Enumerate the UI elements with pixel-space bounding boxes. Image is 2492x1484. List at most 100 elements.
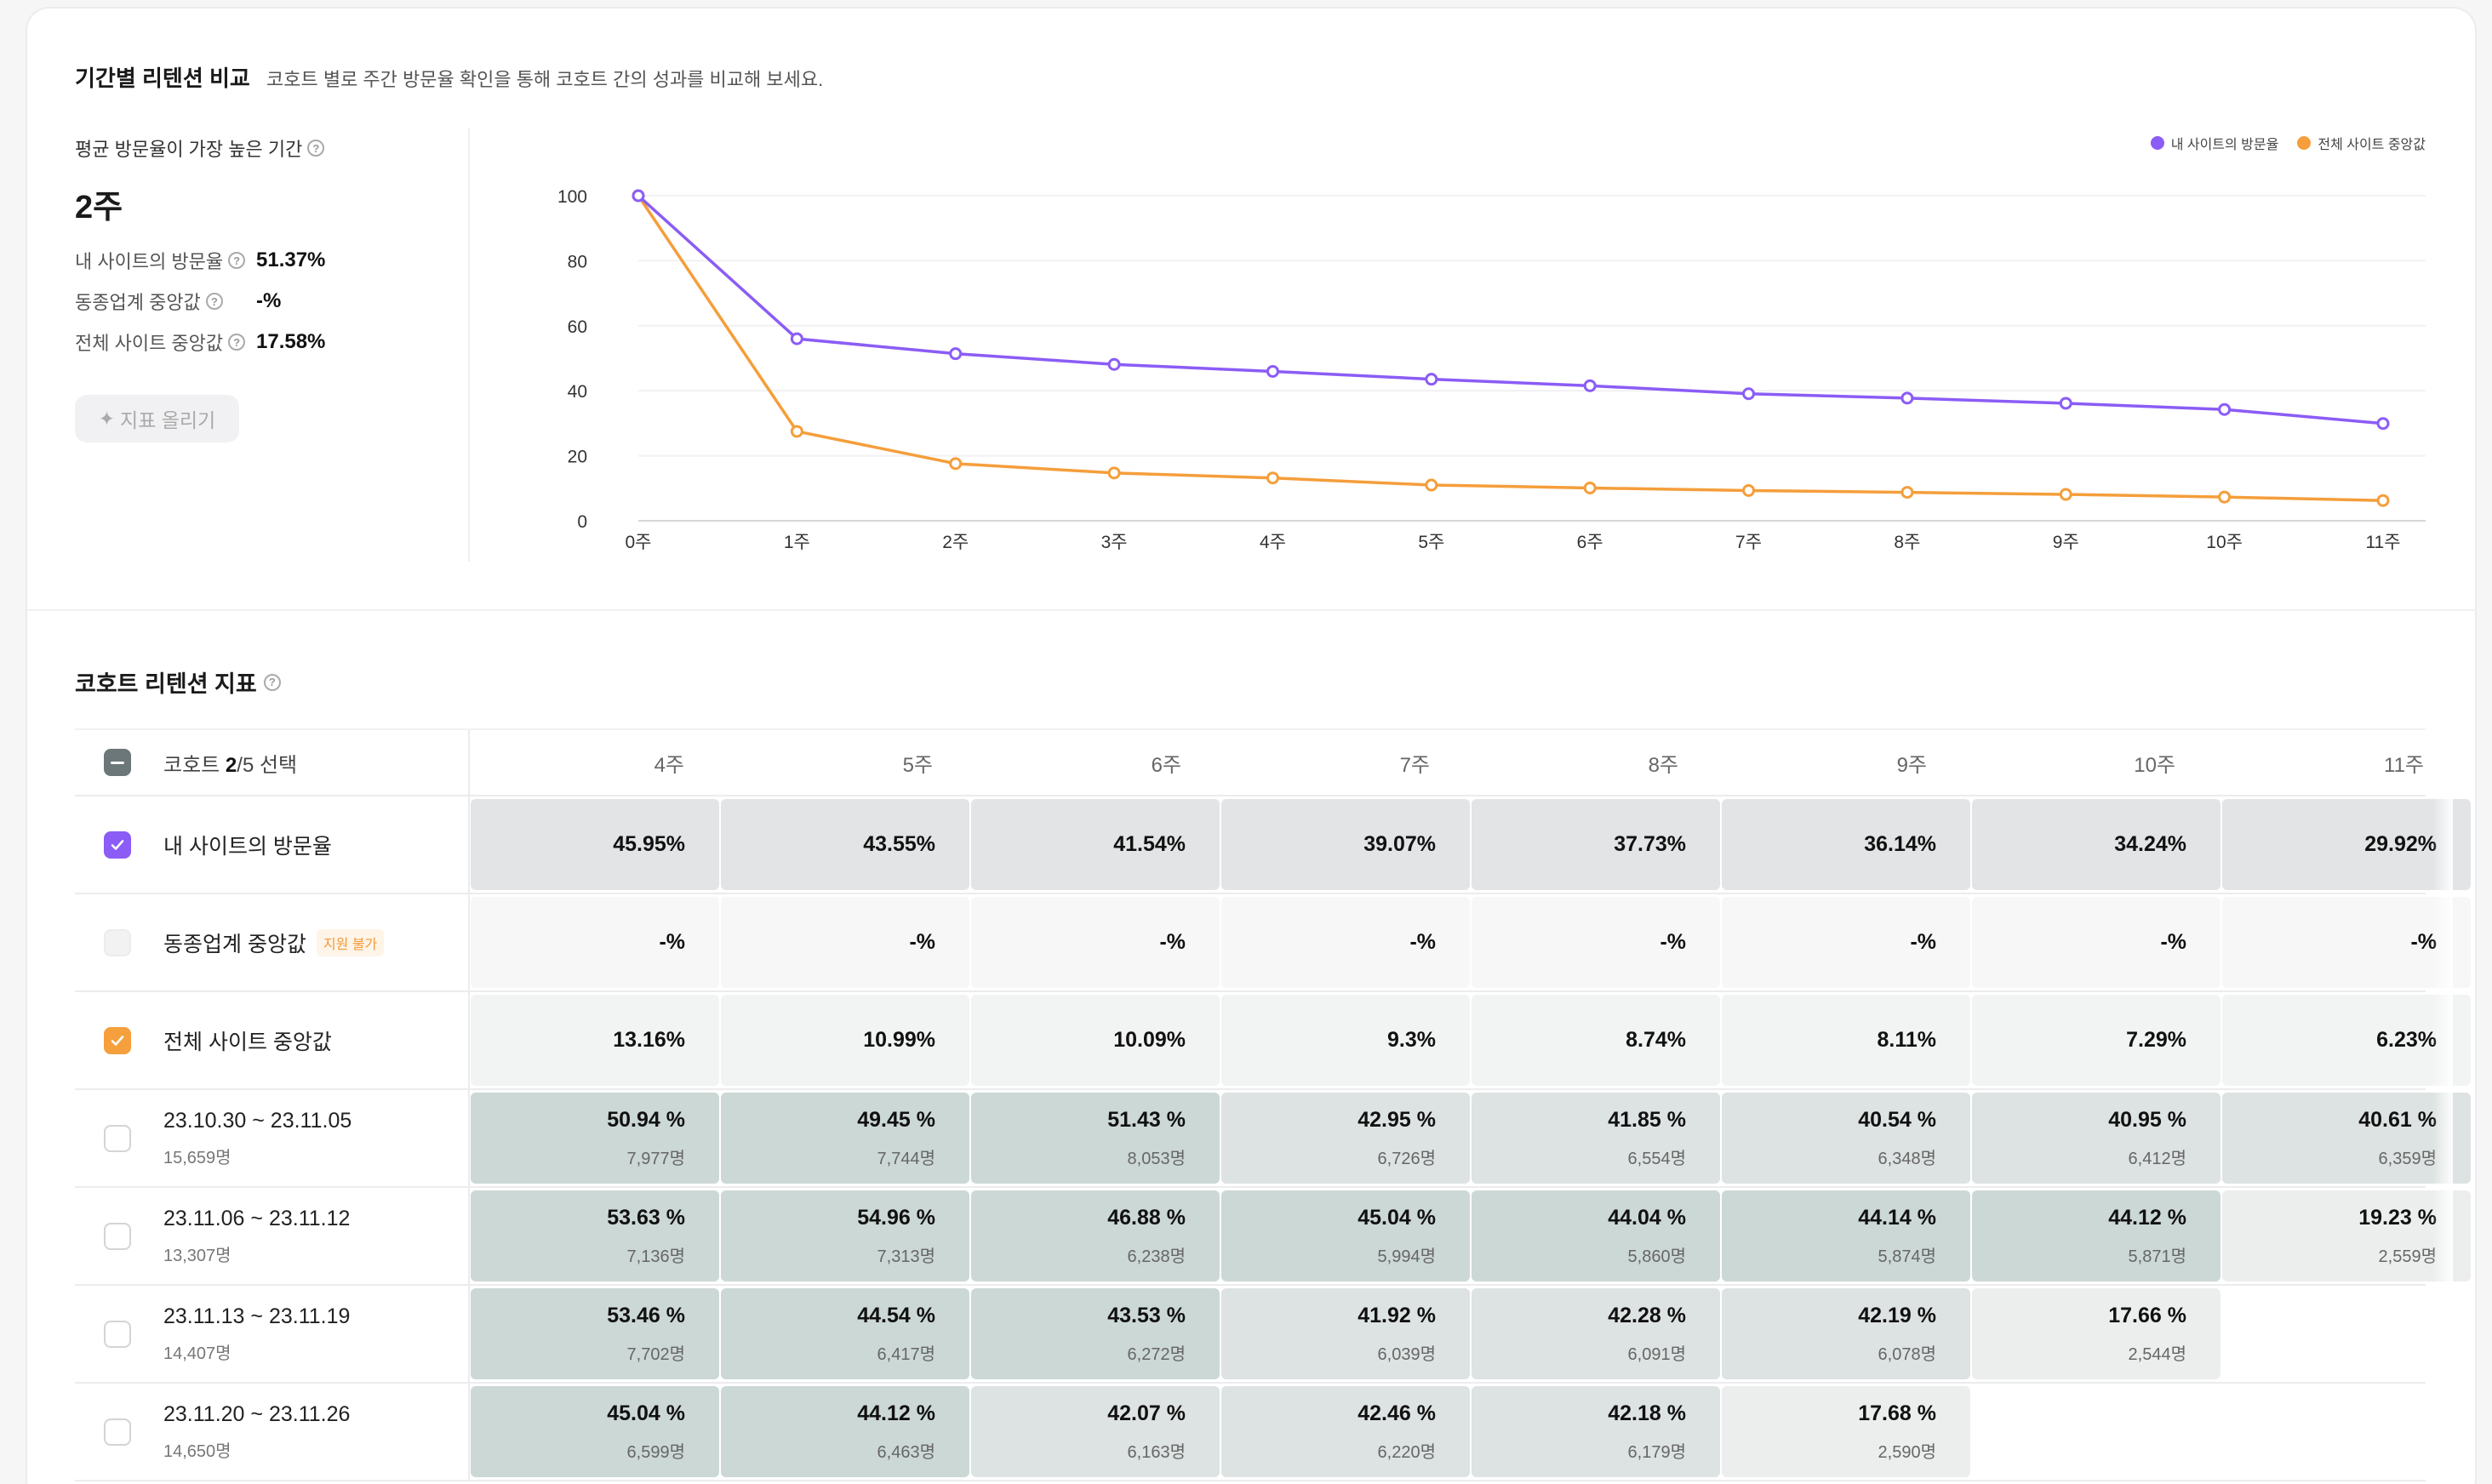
retention-cell[interactable]: 42.46 % 6,220명 [1221, 1386, 1470, 1477]
data-point [2059, 488, 2072, 501]
retention-cell[interactable]: 40.54 % 6,348명 [1722, 1093, 1970, 1184]
retention-cell[interactable]: 53.63 % 7,136명 [471, 1190, 719, 1281]
row-checkbox[interactable] [104, 1124, 131, 1152]
retention-cell[interactable]: -% [971, 897, 1220, 988]
retention-cell[interactable]: -% [1722, 897, 1970, 988]
cell-percent: 17.68 % [1858, 1401, 1936, 1425]
cell-count: 7,744명 [877, 1149, 935, 1168]
table-header: 코호트 2/5 선택 4주 5주 6주 7주 8주 9주 10주 11주 [75, 728, 2426, 796]
retention-cell[interactable]: 10.99% [721, 995, 969, 1086]
retention-cell[interactable]: 44.12 % 5,871명 [1972, 1190, 2221, 1281]
cell-count: 6,039명 [1377, 1344, 1436, 1364]
retention-cell[interactable]: 41.85 % 6,554명 [1472, 1093, 1720, 1184]
cell-percent: 6.23% [2376, 1028, 2437, 1052]
retention-cell[interactable]: 44.54 % 6,417명 [721, 1288, 969, 1379]
select-all-checkbox[interactable] [104, 749, 131, 776]
legend-label: 내 사이트의 방문율 [2170, 138, 2279, 152]
cell-percent: 8.74% [1626, 1028, 1686, 1052]
retention-cell[interactable]: 39.07% [1221, 799, 1470, 890]
selection-prefix: 코호트 [163, 753, 226, 777]
retention-cell[interactable]: 8.74% [1472, 995, 1720, 1086]
retention-cell[interactable]: 19.23 % 2,559명 [2222, 1190, 2471, 1281]
row-checkbox[interactable] [104, 1222, 131, 1250]
cell-percent: 10.99% [863, 1028, 935, 1052]
retention-cell[interactable]: 46.88 % 6,238명 [971, 1190, 1220, 1281]
retention-cell[interactable]: 42.28 % 6,091명 [1472, 1288, 1720, 1379]
info-icon[interactable]: ? [263, 673, 281, 691]
retention-cell[interactable]: 41.92 % 6,039명 [1221, 1288, 1470, 1379]
row-checkbox[interactable] [104, 830, 131, 859]
row-checkbox[interactable] [104, 1320, 131, 1348]
week-header: 5주 [902, 753, 933, 777]
cell-percent: 43.53 % [1107, 1303, 1186, 1327]
cohort-range: 23.10.30 ~ 23.11.05 [163, 1108, 352, 1133]
retention-cell[interactable]: 9.3% [1221, 995, 1470, 1086]
retention-cell[interactable]: 40.95 % 6,412명 [1972, 1093, 2221, 1184]
retention-cell[interactable]: 34.24% [1972, 799, 2221, 890]
retention-cell[interactable]: 43.55% [721, 799, 969, 890]
retention-cell[interactable]: 42.95 % 6,726명 [1221, 1093, 1470, 1184]
retention-cell[interactable]: 54.96 % 7,313명 [721, 1190, 969, 1281]
retention-cell[interactable]: -% [1221, 897, 1470, 988]
row-checkbox[interactable] [104, 1026, 131, 1054]
retention-cell[interactable]: 42.19 % 6,078명 [1722, 1288, 1970, 1379]
retention-cell[interactable]: 41.54% [971, 799, 1220, 890]
retention-cell[interactable]: -% [1472, 897, 1720, 988]
cell-percent: 39.07% [1363, 832, 1436, 856]
retention-cell[interactable]: 53.46 % 7,702명 [471, 1288, 719, 1379]
retention-cell[interactable]: 44.04 % 5,860명 [1472, 1190, 1720, 1281]
cell-percent: 13.16% [613, 1028, 685, 1052]
retention-cell[interactable]: 40.61 % 6,359명 [2222, 1093, 2471, 1184]
cell-count: 6,163명 [1127, 1442, 1186, 1462]
cohort-size: 14,407명 [163, 1344, 231, 1363]
retention-cell[interactable]: -% [2222, 897, 2471, 988]
info-icon[interactable]: ? [228, 252, 246, 269]
cell-percent: -% [1660, 930, 1686, 954]
retention-cell[interactable]: 8.11% [1722, 995, 1970, 1086]
retention-cell[interactable]: 44.14 % 5,874명 [1722, 1190, 1970, 1281]
retention-cell[interactable]: 51.43 % 8,053명 [971, 1093, 1220, 1184]
retention-cell[interactable]: 44.12 % 6,463명 [721, 1386, 969, 1477]
retention-cell[interactable]: 17.68 % 2,590명 [1722, 1386, 1970, 1477]
retention-cell[interactable]: 29.92% [2222, 799, 2471, 890]
retention-cell[interactable]: 43.53 % 6,272명 [971, 1288, 1220, 1379]
retention-cell[interactable]: 6.23% [2222, 995, 2471, 1086]
retention-cell[interactable]: 37.73% [1472, 799, 1720, 890]
retention-cell[interactable]: 7.29% [1972, 995, 2221, 1086]
x-tick-label: 8주 [1894, 533, 1920, 552]
retention-cell[interactable]: 36.14% [1722, 799, 1970, 890]
retention-cell[interactable]: -% [471, 897, 719, 988]
row-checkbox[interactable] [104, 1418, 131, 1446]
page-title: 기간별 리텐션 비교 [75, 66, 250, 91]
retention-cell[interactable]: 45.04 % 6,599명 [471, 1386, 719, 1477]
cell-count: 6,220명 [1377, 1442, 1436, 1462]
retention-cell[interactable]: 45.04 % 5,994명 [1221, 1190, 1470, 1281]
row-name-stack: 23.10.30 ~ 23.11.05 15,659명 [163, 1109, 352, 1168]
kpi-label-text: 평균 방문율이 가장 높은 기간 [75, 139, 303, 160]
retention-cell[interactable]: 10.09% [971, 995, 1220, 1086]
stat-row-my-site: 내 사이트의 방문율? 51.37% [75, 247, 325, 274]
retention-cell[interactable]: 45.95% [471, 799, 719, 890]
retention-cell[interactable]: 42.18 % 6,179명 [1472, 1386, 1720, 1477]
data-point [790, 332, 803, 345]
week-header: 6주 [1151, 753, 1181, 777]
retention-cell[interactable]: 42.07 % 6,163명 [971, 1386, 1220, 1477]
retention-cell[interactable]: -% [1972, 897, 2221, 988]
retention-cell[interactable]: 13.16% [471, 995, 719, 1086]
info-icon[interactable]: ? [228, 334, 246, 351]
info-icon[interactable]: ? [307, 140, 325, 157]
cell-percent: -% [659, 930, 685, 954]
cell-count: 6,348명 [1878, 1149, 1936, 1168]
legend-item: 내 사이트의 방문율 [2150, 133, 2279, 153]
upload-metric-button[interactable]: ✦ 지표 올리기 [75, 395, 239, 442]
retention-cell[interactable]: -% [721, 897, 969, 988]
cell-percent: 10.09% [1113, 1028, 1186, 1052]
retention-cell[interactable]: 17.66 % 2,544명 [1972, 1288, 2221, 1379]
x-tick-label: 3주 [1101, 533, 1128, 552]
cell-percent: 42.95 % [1357, 1107, 1436, 1132]
retention-cell[interactable]: 49.45 % 7,744명 [721, 1093, 969, 1184]
week-header: 8주 [1648, 753, 1678, 777]
cell-percent: 43.55% [863, 832, 935, 856]
info-icon[interactable]: ? [205, 293, 223, 310]
retention-cell[interactable]: 50.94 % 7,977명 [471, 1093, 719, 1184]
